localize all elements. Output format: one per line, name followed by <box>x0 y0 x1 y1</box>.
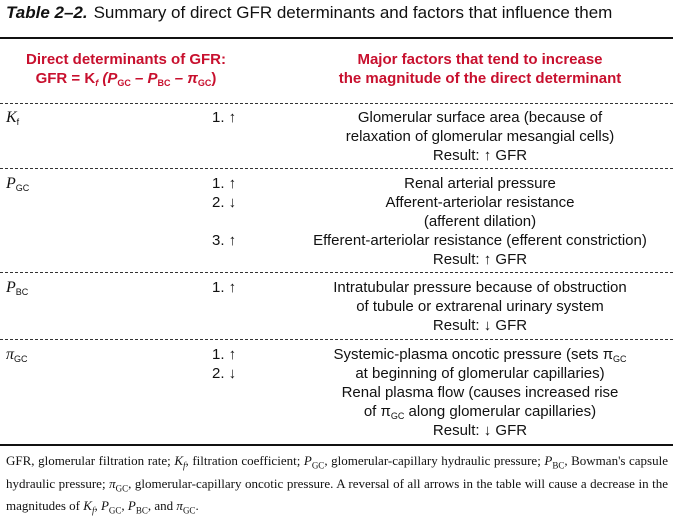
top-rule <box>0 37 673 39</box>
header-right-line1: Major factors that tend to increase <box>357 51 603 68</box>
header-right-line2: the magnitude of the direct determinant <box>338 70 622 87</box>
table-title: Table 2–2. Summary of direct GFR determin… <box>6 3 612 23</box>
row-numbers: 1. ↑ <box>212 109 237 126</box>
row-symbol: πGC <box>6 346 28 364</box>
row-numbers: 1. ↑ 2. ↓ <box>212 346 237 382</box>
row-numbers: 1. ↑ 2. ↓ 3. ↑ <box>212 175 237 249</box>
row-description: Renal arterial pressure Afferent-arterio… <box>313 175 647 268</box>
bottom-rule <box>0 444 673 446</box>
header-left-line1: Direct determinants of GFR: <box>25 51 227 68</box>
row-symbol: Kf <box>6 109 20 127</box>
row-divider <box>0 168 673 169</box>
row-description: Glomerular surface area (because of rela… <box>345 109 615 164</box>
header-right: Major factors that tend to increase the … <box>290 50 670 88</box>
row-symbol: PGC <box>6 175 30 193</box>
row-description: Intratubular pressure because of obstruc… <box>333 279 627 334</box>
header-left: Direct determinants of GFR: GFR = Kf (PG… <box>6 50 246 93</box>
header-divider <box>0 103 673 104</box>
row-symbol: PBC <box>6 279 29 297</box>
table-number: Table 2–2. <box>6 3 88 22</box>
row-description: Systemic-plasma oncotic pressure (sets π… <box>333 346 627 439</box>
header-left-formula: GFR = Kf (PGC – PBC – πGC) <box>35 70 217 88</box>
row-divider <box>0 339 673 340</box>
table-caption: Summary of direct GFR determinants and f… <box>93 3 613 22</box>
row-divider <box>0 272 673 273</box>
row-numbers: 1. ↑ <box>212 279 237 296</box>
table-footnote: GFR, glomerular filtration rate; Kf, fil… <box>6 453 668 516</box>
